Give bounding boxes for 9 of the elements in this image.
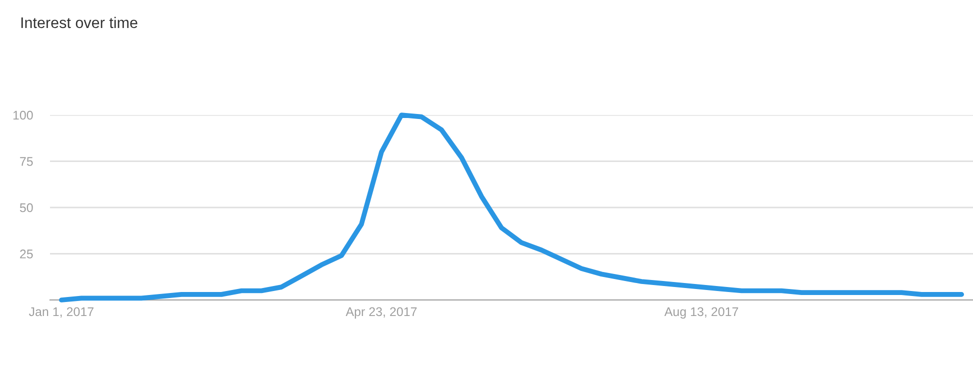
y-tick-label: 50 <box>20 203 33 212</box>
y-tick-label: 75 <box>20 157 33 166</box>
x-tick-label: Jan 1, 2017 <box>28 307 94 318</box>
x-tick-label: Apr 23, 2017 <box>346 307 417 319</box>
chart-title: Interest over time <box>21 16 138 28</box>
x-tick-label: Aug 13, 2017 <box>664 307 738 319</box>
line-series <box>59 112 964 302</box>
y-tick-label: 100 <box>13 110 33 120</box>
y-tick-label: 25 <box>20 250 33 258</box>
